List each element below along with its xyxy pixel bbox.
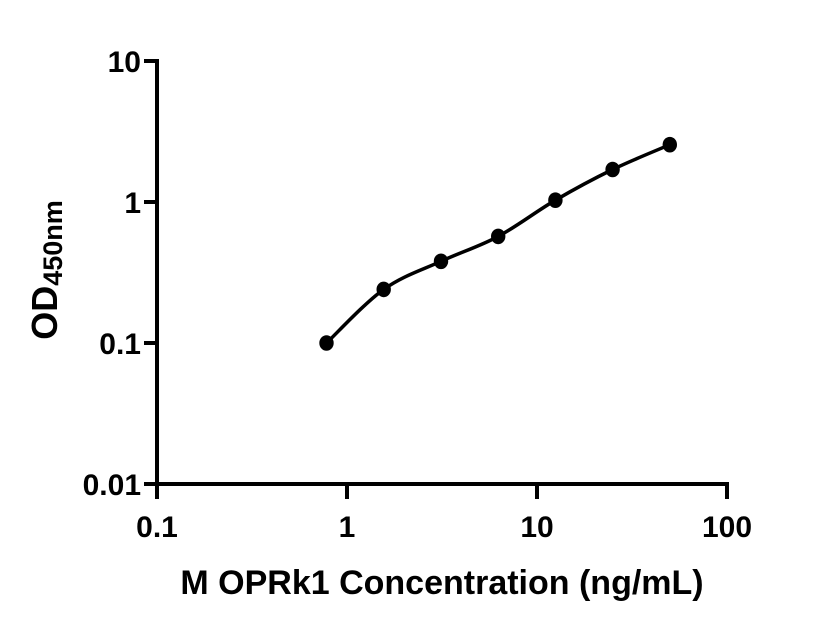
data-point [376, 281, 391, 298]
y-tick-label: 10 [108, 46, 141, 79]
x-tick-label: 1 [339, 511, 356, 544]
x-tick-label: 10 [520, 511, 553, 544]
data-point [319, 335, 334, 351]
y-tick-label: 0.01 [83, 469, 141, 502]
y-axis-title-sub: 450nm [38, 200, 68, 286]
y-axis-title-main: OD [24, 286, 65, 340]
x-tick-label: 100 [702, 511, 752, 544]
y-tick-label: 0.1 [99, 328, 141, 361]
data-point [491, 228, 506, 245]
data-point [605, 161, 620, 178]
data-point [433, 253, 449, 270]
data-point [548, 192, 563, 208]
axes-layer [155, 59, 729, 486]
data-point [662, 136, 677, 153]
y-tick-label: 1 [124, 187, 141, 220]
series-layer [319, 136, 677, 351]
x-axis-title: M OPRk1 Concentration (ng/mL) [180, 564, 703, 602]
tick-layer: 0.1 1 10 100 10 1 0.1 0.01 [83, 46, 752, 544]
x-tick-label: 0.1 [136, 511, 178, 544]
y-axis-title: OD450nm [24, 200, 68, 340]
